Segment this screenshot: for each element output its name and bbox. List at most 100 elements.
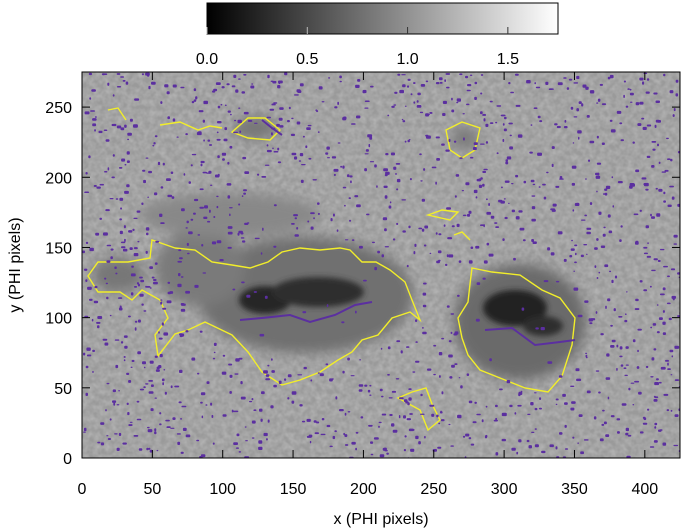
magnetic-patch	[656, 331, 660, 334]
magnetic-patch	[662, 321, 666, 325]
magnetic-patch	[600, 333, 604, 336]
magnetic-patch	[462, 435, 466, 438]
magnetic-patch	[668, 317, 672, 321]
magnetic-patch	[663, 73, 666, 77]
magnetic-patch	[646, 124, 652, 127]
magnetic-patch	[271, 132, 273, 136]
magnetic-patch	[506, 380, 511, 384]
magnetic-patch	[143, 179, 146, 184]
magnetic-patch	[243, 192, 246, 195]
magnetic-patch	[180, 276, 184, 278]
magnetic-patch	[273, 151, 279, 153]
magnetic-patch	[226, 183, 232, 186]
magnetic-patch	[194, 284, 199, 288]
magnetic-patch	[596, 277, 599, 279]
magnetic-patch	[193, 88, 197, 92]
magnetic-patch	[451, 364, 455, 368]
magnetic-patch	[235, 358, 240, 362]
magnetic-patch	[577, 130, 582, 134]
magnetic-patch	[233, 442, 238, 445]
magnetic-patch	[227, 246, 232, 249]
magnetic-patch	[454, 331, 459, 335]
magnetic-patch	[238, 78, 241, 80]
magnetic-patch	[229, 374, 233, 378]
magnetic-patch	[136, 210, 141, 213]
magnetic-patch	[227, 226, 233, 229]
magnetic-patch	[229, 207, 233, 209]
magnetic-patch	[170, 171, 174, 174]
magnetic-patch	[645, 365, 649, 368]
magnetic-patch	[467, 213, 471, 217]
y-tick-label: 150	[45, 240, 72, 257]
magnetic-patch	[123, 225, 126, 229]
magnetic-patch	[359, 359, 361, 361]
magnetic-patch	[551, 146, 555, 149]
magnetic-patch	[540, 327, 545, 331]
magnetic-patch	[401, 74, 406, 76]
magnetic-patch	[575, 252, 577, 256]
magnetic-patch	[185, 330, 189, 333]
magnetic-patch	[217, 121, 222, 124]
magnetic-patch	[651, 269, 656, 272]
magnetic-patch	[466, 373, 470, 376]
magnetic-patch	[582, 84, 587, 88]
magnetic-patch	[555, 280, 560, 283]
magnetic-patch	[301, 164, 306, 166]
magnetic-patch	[203, 216, 208, 219]
magnetic-patch	[113, 402, 116, 406]
magnetic-patch	[344, 412, 347, 416]
magnetic-patch	[88, 155, 91, 159]
magnetic-patch	[652, 148, 656, 151]
plot-frame	[81, 71, 681, 459]
magnetic-patch	[585, 178, 587, 180]
magnetic-patch	[446, 305, 450, 308]
magnetic-patch	[231, 85, 236, 88]
magnetic-patch	[119, 218, 122, 221]
magnetic-patch	[389, 414, 393, 416]
magnetic-patch	[415, 360, 420, 363]
magnetic-patch	[408, 139, 411, 141]
magnetic-patch	[240, 381, 243, 385]
magnetic-patch	[231, 409, 234, 413]
magnetic-patch	[287, 120, 290, 123]
magnetic-patch	[609, 270, 612, 273]
magnetic-patch	[253, 291, 257, 293]
magnetic-patch	[651, 357, 655, 361]
magnetic-patch	[213, 216, 216, 218]
magnetic-patch	[115, 364, 119, 369]
magnetic-patch	[398, 415, 401, 419]
magnetic-patch	[99, 183, 104, 186]
magnetic-patch	[106, 260, 111, 263]
magnetic-patch	[406, 346, 410, 348]
magnetic-patch	[393, 104, 397, 106]
magnetic-patch	[265, 378, 270, 381]
magnetic-patch	[480, 92, 483, 95]
magnetic-patch	[330, 218, 333, 222]
magnetic-patch	[458, 260, 462, 263]
magnetic-patch	[126, 372, 130, 375]
magnetic-patch	[339, 409, 344, 412]
magnetic-patch	[157, 161, 161, 166]
magnetic-patch	[116, 447, 120, 451]
magnetic-patch	[580, 254, 584, 258]
magnetic-patch	[262, 227, 264, 231]
magnetic-patch	[480, 111, 483, 115]
magnetic-patch	[134, 320, 138, 323]
magnetic-patch	[105, 282, 108, 285]
magnetic-patch	[649, 446, 655, 448]
magnetic-patch	[172, 118, 176, 122]
magnetic-patch	[188, 231, 193, 235]
magnetic-patch	[163, 369, 166, 371]
magnetic-patch	[145, 227, 150, 231]
magnetic-patch	[273, 245, 277, 248]
magnetic-patch	[116, 404, 120, 406]
magnetic-patch	[416, 100, 419, 103]
magnetic-patch	[122, 248, 128, 252]
magnetic-patch	[614, 275, 618, 279]
magnetic-patch	[601, 423, 605, 426]
magnetic-patch	[586, 115, 590, 118]
magnetic-patch	[294, 217, 297, 220]
magnetic-patch	[439, 411, 443, 414]
magnetic-patch	[404, 140, 407, 143]
magnetic-patch	[480, 177, 483, 180]
